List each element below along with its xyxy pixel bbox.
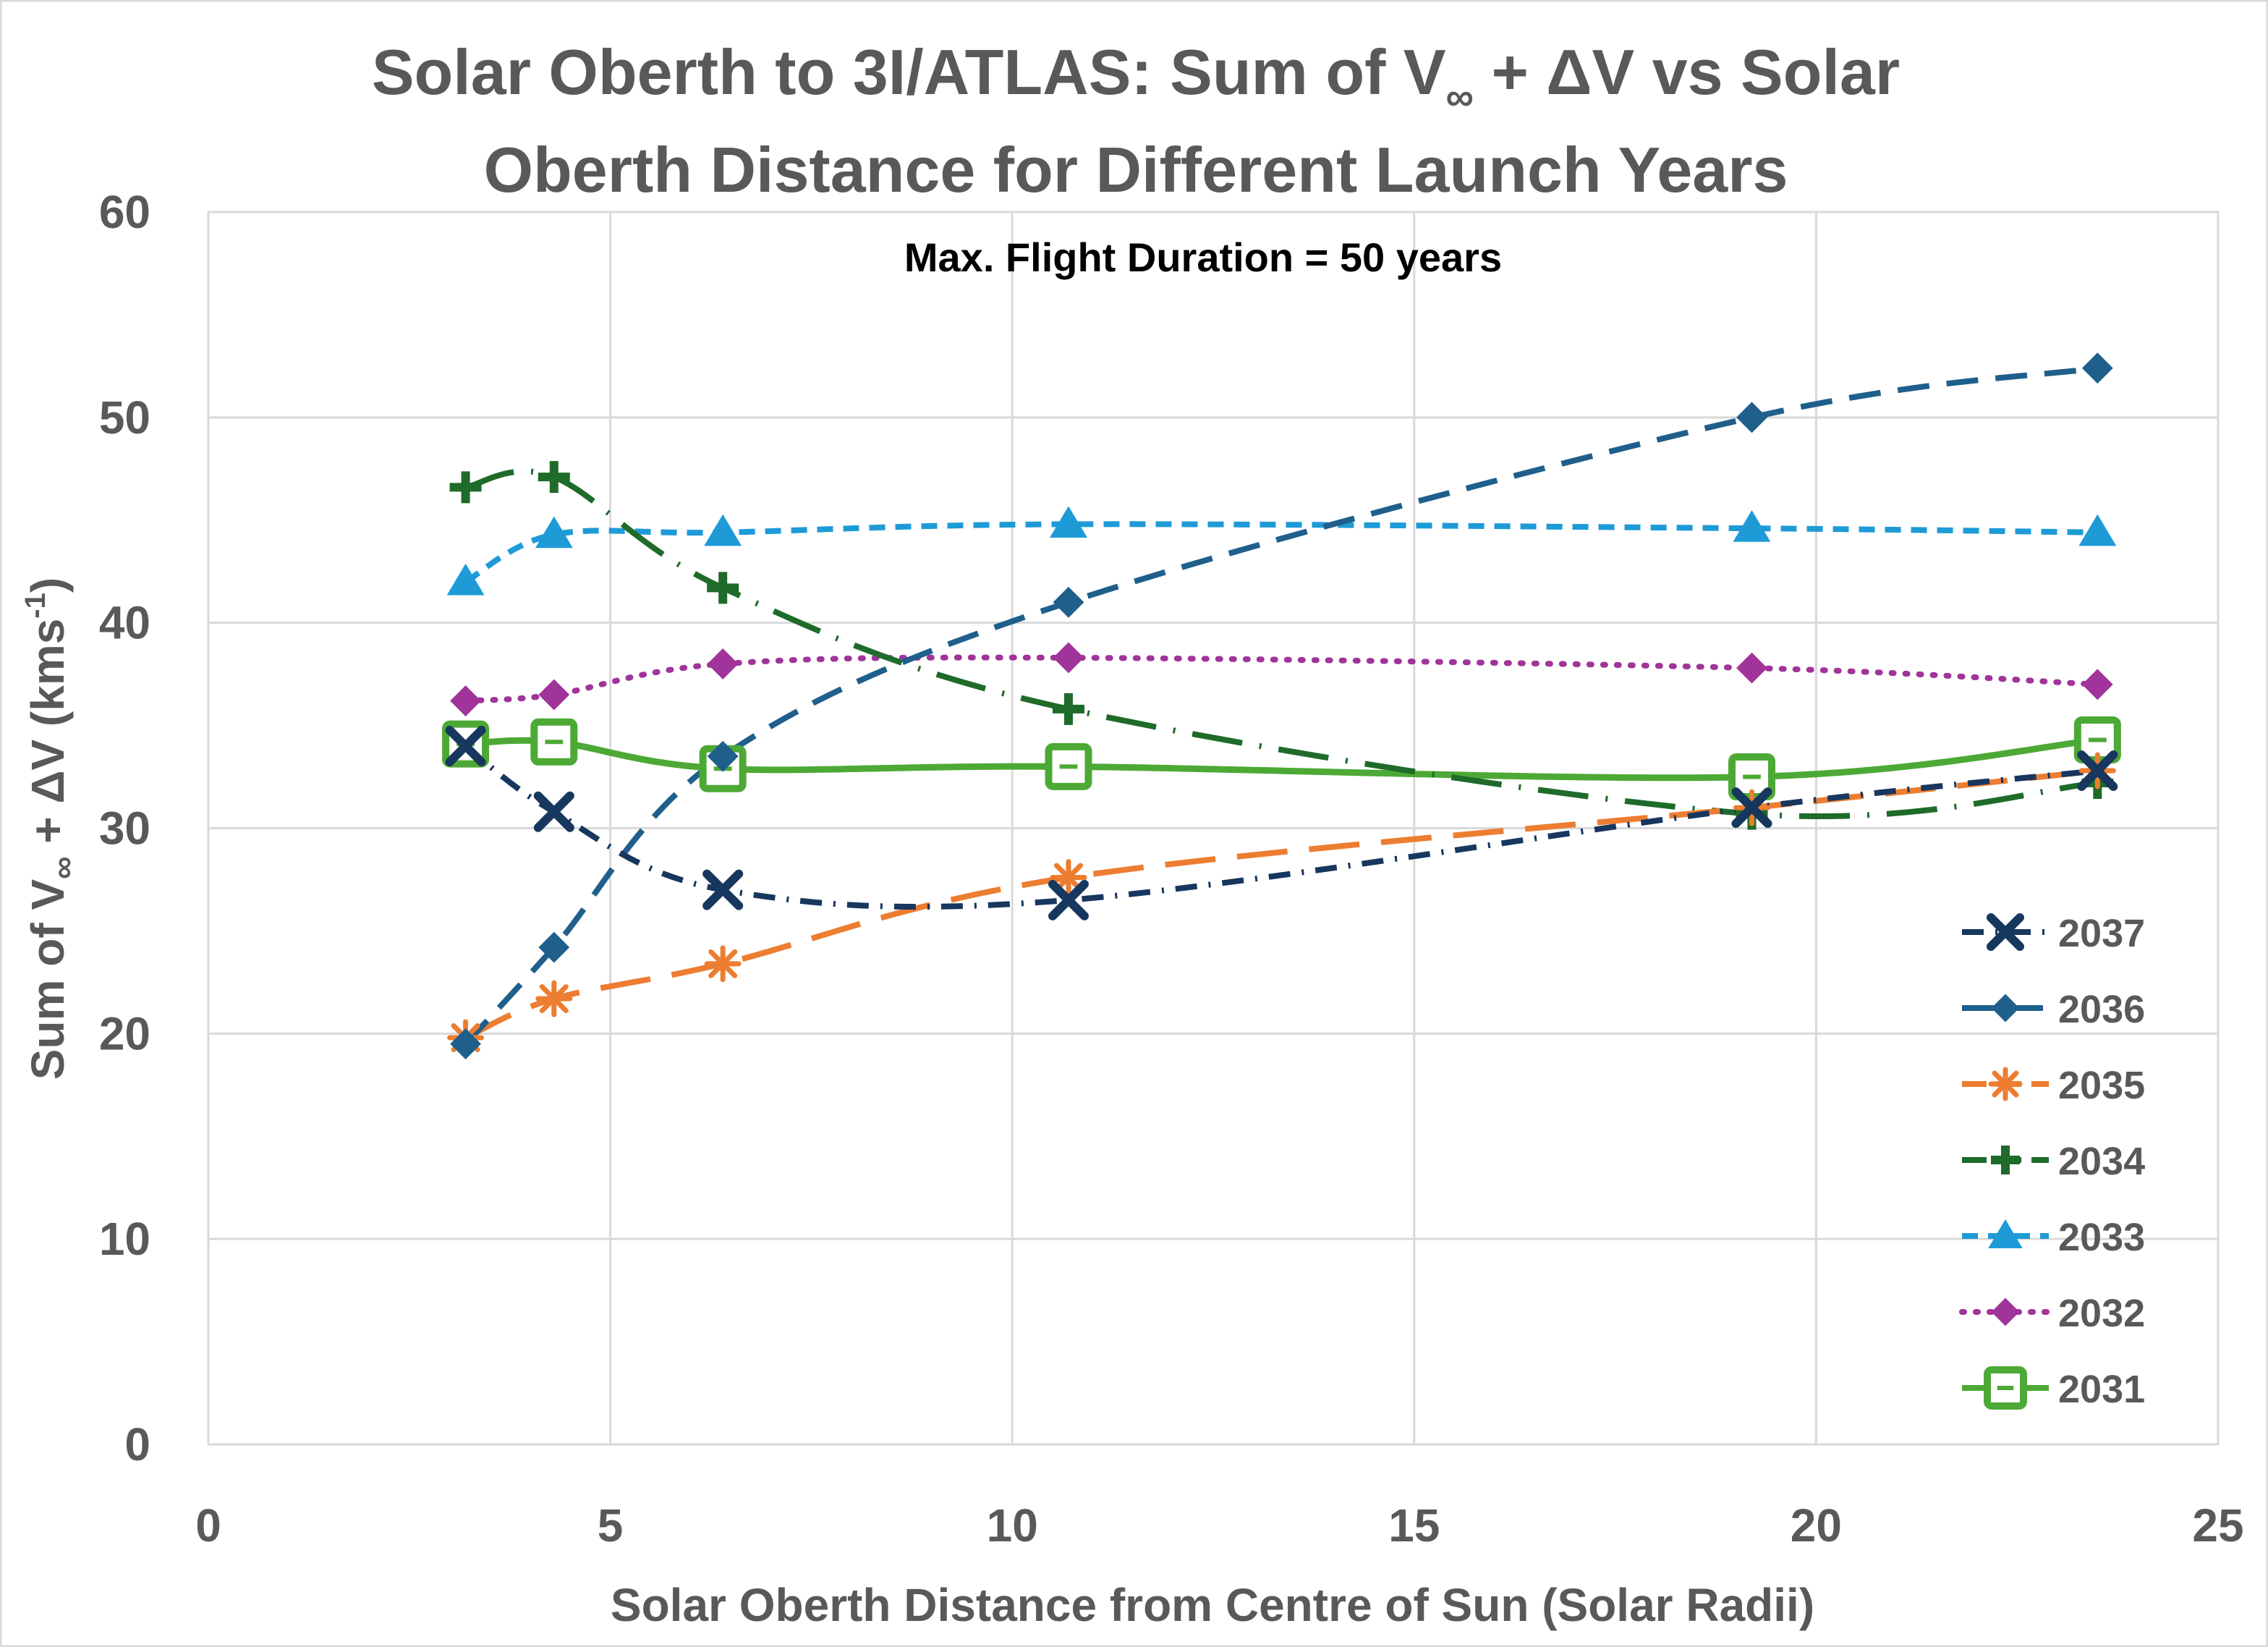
data-point-2033 — [535, 516, 573, 549]
data-point-2035 — [704, 945, 742, 983]
y-axis-label: Sum of V∞ + ΔV (kms-1) — [20, 577, 81, 1080]
series-line-2036 — [463, 365, 2098, 1046]
data-point-2032 — [1053, 642, 1084, 674]
data-point-2032 — [538, 679, 570, 711]
x-tick-label: 20 — [1791, 1499, 1842, 1551]
data-point-2031 — [2073, 716, 2121, 763]
legend-item-2036: 2036 — [1962, 988, 2145, 1031]
x-tick-label: 5 — [598, 1499, 624, 1551]
data-point-2037 — [1731, 787, 1772, 829]
y-tick-label: 10 — [99, 1213, 150, 1265]
y-tick-label: 60 — [99, 186, 150, 238]
legend-item-2031: 2031 — [1962, 1366, 2145, 1411]
legend-marker — [1991, 1297, 2020, 1326]
legend-item-2035: 2035 — [1962, 1064, 2145, 1107]
y-axis-ticks: 0 10 20 30 40 50 60 — [99, 186, 150, 1470]
data-point-2036 — [538, 931, 570, 963]
data-point-2031 — [1728, 753, 1776, 801]
y-tick-label: 40 — [99, 597, 150, 649]
data-point-2034 — [538, 461, 570, 494]
legend: 2037 2036 2035 2034 2033 2032 2031 — [1959, 912, 2145, 1411]
data-point-2036 — [1736, 402, 1767, 433]
data-point-2036 — [1053, 586, 1084, 618]
legend-label: 2032 — [2058, 1292, 2145, 1335]
data-point-2031 — [530, 718, 578, 766]
legend-label: 2037 — [2058, 912, 2145, 955]
x-tick-label: 10 — [987, 1499, 1038, 1551]
data-point-2032 — [1736, 652, 1767, 684]
legend-label: 2035 — [2058, 1064, 2145, 1107]
data-point-2037 — [702, 869, 744, 910]
data-point-2035 — [1050, 859, 1087, 897]
legend-item-2034: 2034 — [1962, 1140, 2145, 1183]
legend-label: 2034 — [2058, 1140, 2145, 1183]
legend-marker — [1987, 913, 2024, 951]
data-point-2037 — [2077, 750, 2118, 792]
y-tick-label: 50 — [99, 391, 150, 444]
chart-title-line2: Oberth Distance for Different Launch Yea… — [484, 134, 1788, 206]
data-point-2034 — [1052, 693, 1084, 725]
x-axis-label: Solar Oberth Distance from Centre of Sun… — [611, 1579, 1814, 1631]
data-point-2033 — [1733, 510, 1771, 542]
data-point-2032 — [450, 685, 481, 716]
data-point-2037 — [445, 725, 486, 766]
legend-item-2033: 2033 — [1962, 1216, 2145, 1259]
y-tick-label: 30 — [99, 803, 150, 855]
legend-label: 2031 — [2058, 1368, 2145, 1411]
legend-marker — [1984, 1366, 2027, 1410]
data-point-2033 — [2078, 514, 2117, 546]
data-point-2037 — [1048, 879, 1089, 920]
series-line-2033 — [464, 521, 2098, 585]
annotation-max-flight-duration: Max. Flight Duration = 50 years — [904, 234, 1502, 280]
chart-title-line1: Solar Oberth to 3I/ATLAS: Sum of V∞ + ΔV… — [372, 36, 1900, 119]
data-point-2033 — [1050, 506, 1087, 538]
legend-label: 2033 — [2058, 1216, 2145, 1259]
data-point-2031 — [1045, 742, 1092, 790]
y-tick-label: 0 — [124, 1418, 150, 1470]
legend-item-2037: 2037 — [1962, 912, 2145, 955]
legend-marker — [1991, 1146, 2020, 1174]
data-point-2032 — [707, 648, 739, 679]
data-point-2036 — [450, 1028, 481, 1059]
legend-marker — [1988, 1219, 2023, 1248]
data-point-2034 — [449, 471, 482, 504]
legend-marker — [1988, 1067, 2023, 1101]
data-point-2034 — [707, 572, 739, 604]
x-axis-ticks: 0 5 10 15 20 25 — [195, 1499, 2243, 1551]
data-point-2033 — [446, 563, 485, 596]
data-point-2032 — [2081, 669, 2113, 700]
x-tick-label: 0 — [195, 1499, 221, 1551]
gridlines — [208, 212, 2218, 1444]
data-point-2036 — [707, 740, 739, 772]
legend-label: 2036 — [2058, 988, 2145, 1031]
legend-item-2032: 2032 — [1959, 1292, 2145, 1335]
series-line-2037 — [464, 743, 2098, 910]
plot-border — [207, 211, 2220, 1446]
x-tick-label: 15 — [1388, 1499, 1440, 1551]
legend-marker — [1991, 994, 2020, 1023]
series-markers — [442, 352, 2121, 1059]
data-point-2033 — [704, 514, 742, 546]
data-point-2037 — [533, 791, 574, 832]
y-tick-label: 20 — [99, 1007, 150, 1059]
x-tick-label: 25 — [2192, 1499, 2243, 1551]
data-point-2036 — [2081, 352, 2113, 384]
data-point-2035 — [535, 980, 573, 1017]
